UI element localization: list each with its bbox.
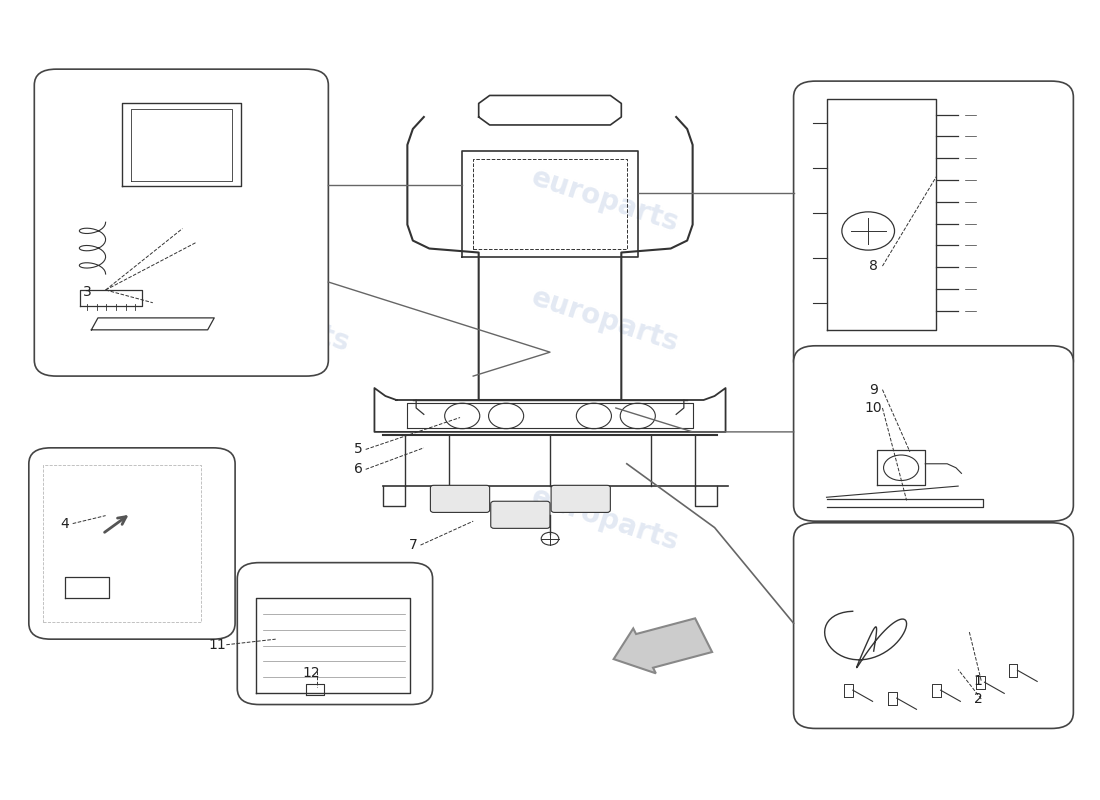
Text: 12: 12 [302, 666, 320, 681]
Text: 4: 4 [60, 517, 69, 530]
Text: 5: 5 [353, 442, 362, 457]
Text: europarts: europarts [198, 283, 353, 358]
Text: 3: 3 [82, 286, 91, 299]
Text: europarts: europarts [528, 482, 682, 557]
FancyArrow shape [614, 618, 712, 674]
Text: europarts: europarts [528, 283, 682, 358]
FancyBboxPatch shape [238, 562, 432, 705]
Text: 11: 11 [209, 638, 227, 652]
Text: 9: 9 [869, 382, 878, 397]
Text: 6: 6 [353, 462, 362, 476]
FancyBboxPatch shape [551, 486, 611, 513]
Text: europarts: europarts [528, 164, 682, 238]
Text: 8: 8 [869, 259, 878, 273]
Text: 2: 2 [974, 692, 982, 706]
FancyBboxPatch shape [793, 346, 1074, 521]
FancyBboxPatch shape [491, 502, 550, 528]
FancyBboxPatch shape [34, 69, 329, 376]
Text: 10: 10 [865, 401, 882, 415]
Text: 1: 1 [974, 674, 982, 688]
Text: 7: 7 [408, 538, 417, 552]
FancyBboxPatch shape [430, 486, 490, 513]
FancyBboxPatch shape [793, 81, 1074, 376]
FancyBboxPatch shape [29, 448, 235, 639]
FancyBboxPatch shape [793, 522, 1074, 729]
